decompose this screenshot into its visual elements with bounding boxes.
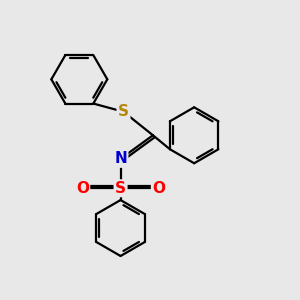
Text: S: S [115, 181, 126, 196]
Text: O: O [152, 181, 165, 196]
Text: S: S [118, 104, 129, 119]
Text: O: O [76, 181, 89, 196]
Text: N: N [114, 151, 127, 166]
